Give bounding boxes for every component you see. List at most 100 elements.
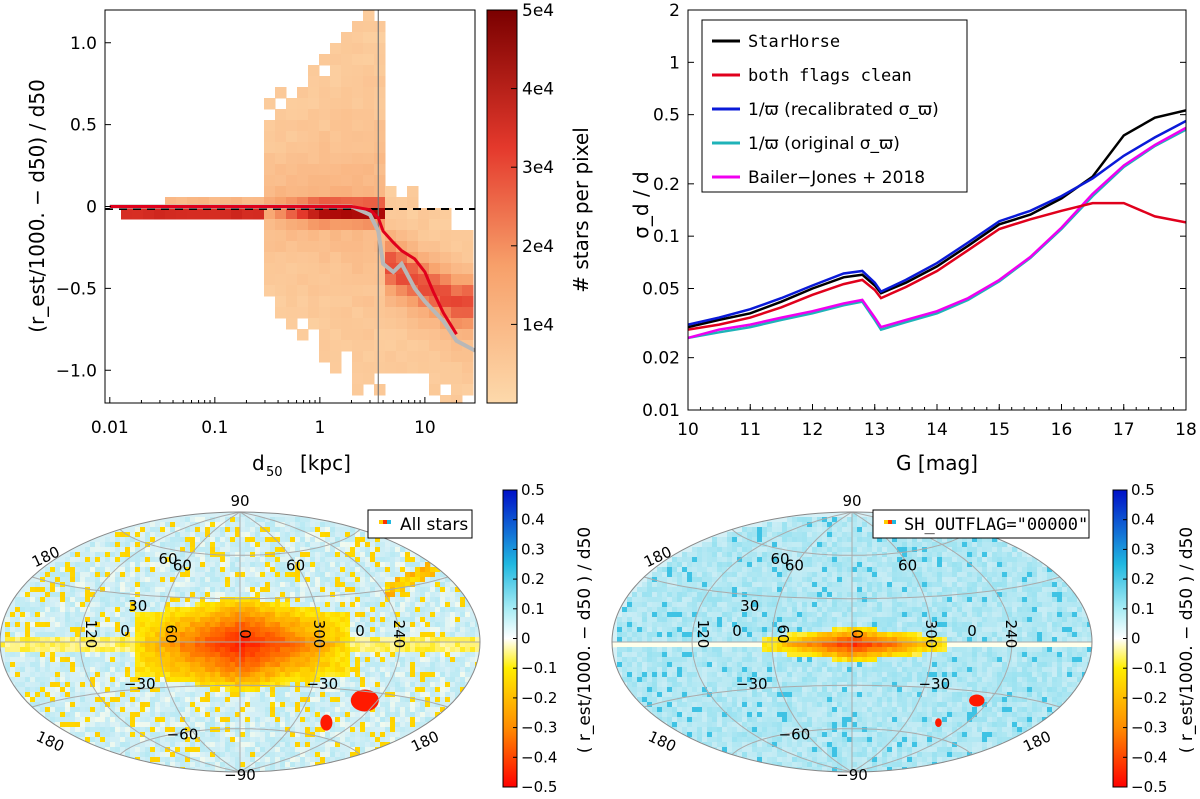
sky-cell xyxy=(95,647,101,653)
sky-cell xyxy=(30,597,36,603)
sky-cell xyxy=(612,642,618,648)
sky-cell xyxy=(210,652,216,658)
sky-cell xyxy=(400,607,406,613)
sky-cell xyxy=(335,737,341,743)
sky-cell xyxy=(345,567,351,573)
density-cell xyxy=(264,98,276,110)
sky-cell xyxy=(115,667,121,673)
density-cell xyxy=(253,197,265,209)
sky-cell xyxy=(460,607,466,613)
sky-cell xyxy=(230,552,236,558)
sky-cell xyxy=(245,727,251,733)
sky-cell xyxy=(265,582,271,588)
sky-cell xyxy=(145,737,151,743)
sky-cell xyxy=(385,562,391,568)
sky-cell xyxy=(95,742,101,748)
sky-cell xyxy=(255,707,261,713)
density-cell xyxy=(451,274,463,286)
sky-cell xyxy=(300,697,306,703)
sky-cell xyxy=(80,652,86,658)
sky-cell xyxy=(235,737,241,743)
sky-cell xyxy=(30,602,36,608)
sky-cell xyxy=(425,592,431,598)
sky-cell xyxy=(642,692,648,698)
sky-cell xyxy=(140,647,146,653)
sky-cell xyxy=(85,657,91,663)
sky-cell xyxy=(632,617,638,623)
sky-cell xyxy=(390,577,396,583)
sky-cell xyxy=(55,687,61,693)
sky-cell xyxy=(235,757,241,763)
sky-cell xyxy=(45,697,51,703)
sky-cell xyxy=(130,532,136,538)
sky-cell xyxy=(682,672,688,678)
sky-cell xyxy=(330,612,336,618)
sky-cell xyxy=(80,712,86,718)
density-cell xyxy=(407,329,419,341)
sky-cell xyxy=(682,592,688,598)
sky-cell xyxy=(450,582,456,588)
sky-cell xyxy=(350,662,356,668)
sky-cell xyxy=(130,732,136,738)
sky-cell xyxy=(235,632,241,638)
sky-cell xyxy=(350,642,356,648)
sky-cell xyxy=(370,737,376,743)
sky-cell xyxy=(80,667,86,673)
density-cell xyxy=(374,109,386,121)
sky-cell xyxy=(455,642,461,648)
density-cell xyxy=(363,274,375,286)
sky-cell xyxy=(185,572,191,578)
sky-cell xyxy=(40,707,46,713)
density-cell xyxy=(286,131,298,143)
sky-cell xyxy=(35,637,41,643)
sky-cell xyxy=(280,642,286,648)
sky-cell xyxy=(265,537,271,543)
sky-cell xyxy=(330,677,336,683)
density-axis-ticks: 0.01 0.1 1 101.00.50−0.5−1.0 xyxy=(56,34,476,438)
sky-cell xyxy=(300,722,306,728)
sky-cell xyxy=(85,567,91,573)
sky-cell xyxy=(395,732,401,738)
sky-cell xyxy=(652,697,658,703)
density-cell xyxy=(429,241,441,253)
sky-cell xyxy=(320,527,326,533)
sky-cell xyxy=(30,607,36,613)
sky-cell xyxy=(425,597,431,603)
sky-cell xyxy=(40,592,46,598)
sky-cell xyxy=(210,592,216,598)
density-cell xyxy=(297,131,309,143)
sky-cell xyxy=(180,617,186,623)
sky-cell xyxy=(465,667,471,673)
sky-cell xyxy=(430,687,436,693)
sky-cell xyxy=(420,597,426,603)
density-cell xyxy=(264,131,276,143)
sky-cell xyxy=(275,572,281,578)
sky-cell xyxy=(370,582,376,588)
sky-cell xyxy=(450,597,456,603)
sky-cell xyxy=(195,657,201,663)
sky-cell xyxy=(45,632,51,638)
sky-cell xyxy=(140,542,146,548)
sky-cell xyxy=(295,632,301,638)
sky-cell xyxy=(245,682,251,688)
sky-cell xyxy=(285,652,291,658)
density-x-tick-label: 0.1 xyxy=(201,418,228,438)
density-cell xyxy=(374,252,386,264)
sky-cell xyxy=(30,697,36,703)
sky-cell xyxy=(125,607,131,613)
sky-cell xyxy=(637,627,643,633)
sky-cell xyxy=(390,562,396,568)
density-cell xyxy=(264,219,276,231)
sky-cell xyxy=(375,607,381,613)
sky-cell xyxy=(305,622,311,628)
sky-cell xyxy=(230,632,236,638)
sky-cell xyxy=(450,667,456,673)
sky-cell xyxy=(285,697,291,703)
sky-cell xyxy=(95,727,101,733)
sky-cell xyxy=(677,692,683,698)
sky-cell xyxy=(627,677,633,683)
sky-cell xyxy=(240,567,246,573)
sky-cell xyxy=(200,747,206,753)
sky-cell xyxy=(70,632,76,638)
